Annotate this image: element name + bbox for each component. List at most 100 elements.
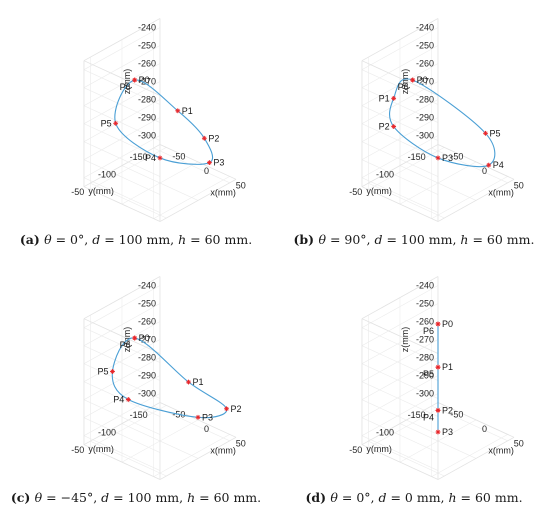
z-tick-label: -290 xyxy=(138,112,156,122)
point-label: P4 xyxy=(145,153,156,163)
y-tick-label: -50 xyxy=(71,187,84,197)
point-marker-p3 xyxy=(435,429,441,435)
axis-box-edge xyxy=(361,402,439,446)
z-tick-label: -270 xyxy=(138,76,156,86)
z-axis-label: z(mm) xyxy=(400,327,410,353)
x-axis-label: x(mm) xyxy=(488,187,514,197)
sidewall-gridline xyxy=(83,339,161,382)
sidewall-gridline xyxy=(361,99,439,142)
sidewall-gridline xyxy=(361,81,439,124)
z-tick-label: -260 xyxy=(138,58,156,68)
point-marker-p6 xyxy=(132,335,138,341)
backwall-gridline xyxy=(361,327,439,363)
sidewall-gridline xyxy=(361,27,439,70)
panel-caption: (d) θ = 0°, d = 0 mm, h = 60 mm. xyxy=(305,490,522,505)
y-tick-label: -150 xyxy=(130,410,148,420)
point-label: P2 xyxy=(442,405,453,415)
y-tick-label: -150 xyxy=(408,410,426,420)
z-tick-label: -240 xyxy=(416,280,434,290)
backwall-gridline xyxy=(361,177,439,213)
sidewall-gridline xyxy=(83,357,161,400)
floor-gridline xyxy=(431,147,508,184)
point-marker-p5 xyxy=(110,369,115,374)
axis-box-edge xyxy=(83,186,161,222)
point-marker-p5 xyxy=(113,120,119,126)
z-axis-label: z(mm) xyxy=(122,69,132,95)
z-tick-label: -300 xyxy=(416,130,434,140)
y-tick-label: -50 xyxy=(71,445,84,455)
x-tick-label: 50 xyxy=(236,438,246,448)
floor-gridline xyxy=(90,440,167,477)
z-axis-label: z(mm) xyxy=(400,69,410,95)
backwall-gridline xyxy=(83,87,161,123)
z-tick-label: -240 xyxy=(138,22,156,32)
backwall-gridline xyxy=(83,69,161,105)
backwall-gridline xyxy=(361,381,439,417)
sidewall-gridline xyxy=(83,135,161,178)
point-marker-p5 xyxy=(483,130,488,136)
axis-box-edge xyxy=(83,318,161,354)
backwall-gridline xyxy=(83,159,161,195)
sidewall-gridline xyxy=(361,135,439,178)
backwall-gridline xyxy=(83,417,161,453)
backwall-gridline xyxy=(83,399,161,435)
z-tick-label: -290 xyxy=(138,370,156,380)
axis-box-edge xyxy=(159,144,237,180)
floor-gridline xyxy=(90,182,167,219)
point-label: P4 xyxy=(113,394,124,404)
panel-a: -240 -250 -260 -270 -280 -290 -300 z(mm) -50 -100… xyxy=(20,18,252,247)
z-tick-label: -300 xyxy=(416,388,434,398)
sidewall-gridline xyxy=(361,63,439,106)
axis-box-edge xyxy=(83,444,161,480)
sidewall-gridline xyxy=(361,321,439,364)
z-tick-label: -270 xyxy=(416,334,434,344)
y-tick-label: -50 xyxy=(349,187,362,197)
axis-box-edge xyxy=(361,276,439,320)
x-tick-label: 0 xyxy=(204,166,209,176)
z-tick-label: -260 xyxy=(416,58,434,68)
z-tick-label: -270 xyxy=(416,76,434,86)
sidewall-gridline xyxy=(361,393,439,436)
y-tick-label: -100 xyxy=(98,170,116,180)
z-tick-label: -300 xyxy=(138,130,156,140)
point-label: P6 xyxy=(398,82,409,92)
sidewall-gridline xyxy=(83,81,161,124)
point-marker-p1 xyxy=(391,95,397,101)
backwall-gridline xyxy=(361,363,439,399)
backwall-gridline xyxy=(361,159,439,195)
floor-gridline xyxy=(368,440,445,477)
backwall-gridline xyxy=(83,177,161,213)
x-axis-label: x(mm) xyxy=(488,445,514,455)
axis-box-edge xyxy=(437,178,515,222)
x-axis-label: x(mm) xyxy=(210,187,236,197)
panel-b: -240 -250 -260 -270 -280 -290 -300 z(mm) -50 -100… xyxy=(294,18,534,247)
point-marker-p1 xyxy=(186,379,191,385)
x-tick-label: -50 xyxy=(172,151,185,161)
axis-box-edge xyxy=(361,60,439,96)
x-tick-label: 50 xyxy=(514,438,524,448)
point-marker-p5 xyxy=(435,364,441,370)
point-label: P6 xyxy=(120,82,131,92)
backwall-gridline xyxy=(83,381,161,417)
floor-gridline xyxy=(153,147,230,184)
panel-caption: (c) θ = −45°, d = 100 mm, h = 60 mm. xyxy=(11,490,261,505)
y-axis-label: y(mm) xyxy=(366,186,392,196)
axis-box-edge xyxy=(361,18,439,62)
sidewall-gridline xyxy=(83,117,161,160)
z-tick-label: -240 xyxy=(416,22,434,32)
y-tick-label: -50 xyxy=(349,445,362,455)
x-tick-label: 0 xyxy=(482,166,487,176)
point-marker-p4 xyxy=(125,397,131,402)
axis-box-edge xyxy=(437,436,515,480)
sidewall-gridline xyxy=(83,45,161,88)
x-tick-label: -50 xyxy=(450,409,463,419)
sidewall-gridline xyxy=(83,285,161,328)
axis-box-edge xyxy=(159,436,237,480)
point-label: P3 xyxy=(202,412,213,422)
point-label: P2 xyxy=(379,122,390,132)
axis-box-edge xyxy=(361,444,439,480)
sidewall-gridline xyxy=(83,321,161,364)
backwall-gridline xyxy=(361,87,439,123)
panel-c: -240 -250 -260 -270 -280 -290 -300 z(mm) -50 -100… xyxy=(11,276,261,505)
point-marker-p4 xyxy=(157,155,163,161)
